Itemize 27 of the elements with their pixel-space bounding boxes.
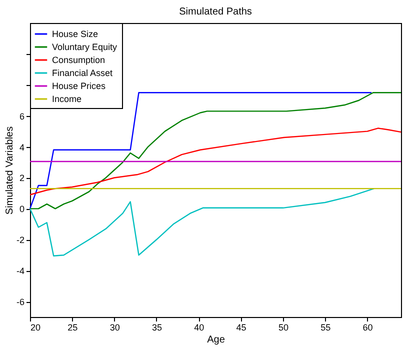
legend-label: Voluntary Equity: [52, 42, 118, 52]
x-tick-label: 25: [68, 322, 78, 332]
y-axis-title: Simulated Variables: [4, 126, 16, 215]
line-series: [29, 188, 375, 256]
legend-label: Income: [52, 94, 82, 104]
legend-label: House Size: [52, 29, 98, 39]
x-tick-label: 60: [362, 322, 373, 332]
y-tick-label: -4: [16, 266, 24, 276]
x-tick-label: 55: [320, 322, 331, 332]
x-tick-label: 20: [30, 322, 41, 332]
y-tick-label: 4: [19, 142, 24, 152]
legend-label: House Prices: [52, 81, 106, 91]
x-tick-label: 50: [278, 322, 288, 332]
y-tick-label: -2: [16, 235, 24, 246]
x-tick-label: 35: [152, 322, 162, 332]
legend-label: Consumption: [52, 55, 106, 65]
legend-label: Financial Asset: [52, 68, 114, 78]
y-tick-label: 0: [19, 204, 24, 214]
x-tick-label: 45: [236, 322, 246, 332]
x-tick-label: 30: [110, 322, 120, 332]
chart-title: Simulated Paths: [179, 6, 252, 18]
x-axis-title: Age: [207, 334, 226, 346]
y-tick-label: 2: [19, 173, 24, 184]
line-series: [29, 128, 402, 196]
y-tick-label: 6: [19, 111, 24, 122]
y-tick-label: -6: [16, 297, 24, 308]
x-tick-label: 40: [194, 322, 204, 332]
